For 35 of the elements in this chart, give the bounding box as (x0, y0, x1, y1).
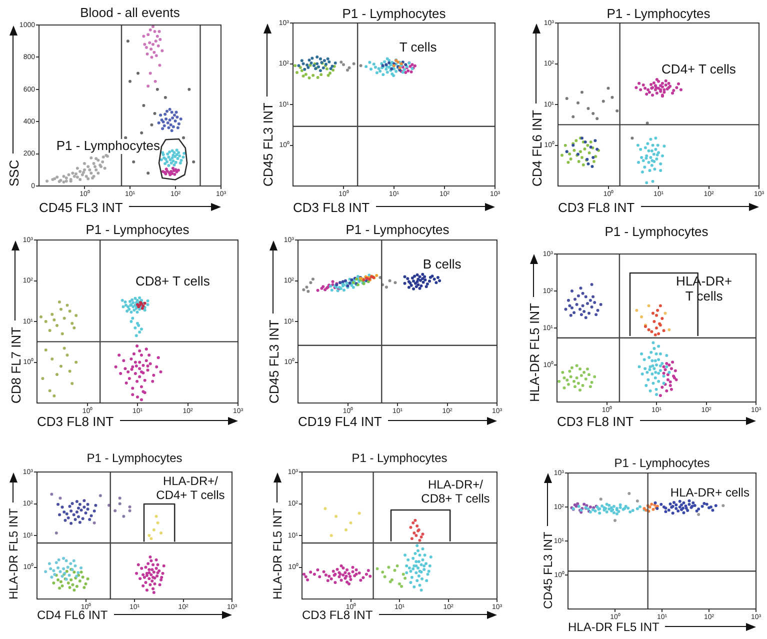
annotation: B cells (422, 256, 462, 272)
annotation: CD8+ T cells (136, 274, 210, 289)
y-axis-title: CD8 FL7 INT (8, 326, 22, 403)
x-axis-title: CD3 FL8 INT (37, 414, 114, 428)
y-axis-title: CD45 FL3 INT (260, 102, 274, 186)
x-axis-title: HLA-DR FL5 INT (568, 620, 660, 634)
y-axis-title: HLA-DR FL5 INT (526, 303, 542, 402)
y-axis-title: HLA-DR FL5 INT (270, 508, 284, 599)
chart-title: P1 - Lymphocytes (604, 224, 710, 240)
y-axis-title: CD45 FL3 INT (266, 319, 280, 403)
y-axis-title: SSC (6, 159, 20, 186)
annotation: T cells (399, 40, 438, 55)
annotation: CD4+ T cells (662, 62, 736, 77)
y-axis-title: CD45 FL3 INT (541, 532, 555, 609)
chart-title: P1 - Lymphocytes (613, 455, 711, 471)
chart-title: P1 - Lymphocytes (341, 6, 447, 22)
x-axis-title: CD19 FL4 INT (298, 414, 382, 428)
x-axis-title: CD3 FL8 INT (293, 200, 370, 214)
chart-title: P1 - Lymphocytes (86, 450, 184, 466)
annotation: HLA-DR+/ CD4+ T cells (156, 474, 225, 502)
x-axis-title: CD3 FL8 INT (558, 200, 635, 214)
x-axis-title: CD3 FL8 INT (302, 608, 373, 622)
x-axis-title: CD4 FL6 INT (37, 608, 108, 622)
chart-title: P1 - Lymphocytes (344, 222, 450, 238)
annotation: P1 - Lymphocytes (56, 138, 160, 154)
chart-title: Blood - all events (79, 5, 181, 21)
y-axis-title: CD4 FL6 INT (528, 109, 544, 186)
annotation: HLA-DR+ cells (670, 485, 750, 500)
x-axis-title: CD3 FL8 INT (557, 414, 634, 428)
chart-title: P1 - Lymphocytes (84, 222, 190, 238)
x-axis-title: CD45 FL3 INT (39, 200, 123, 214)
chart-title: P1 - Lymphocytes (350, 450, 448, 466)
annotation: HLA-DR+/ CD8+ T cells (421, 478, 490, 506)
y-axis-title: HLA-DR FL5 INT (6, 508, 20, 599)
chart-title: P1 - Lymphocytes (606, 6, 712, 22)
